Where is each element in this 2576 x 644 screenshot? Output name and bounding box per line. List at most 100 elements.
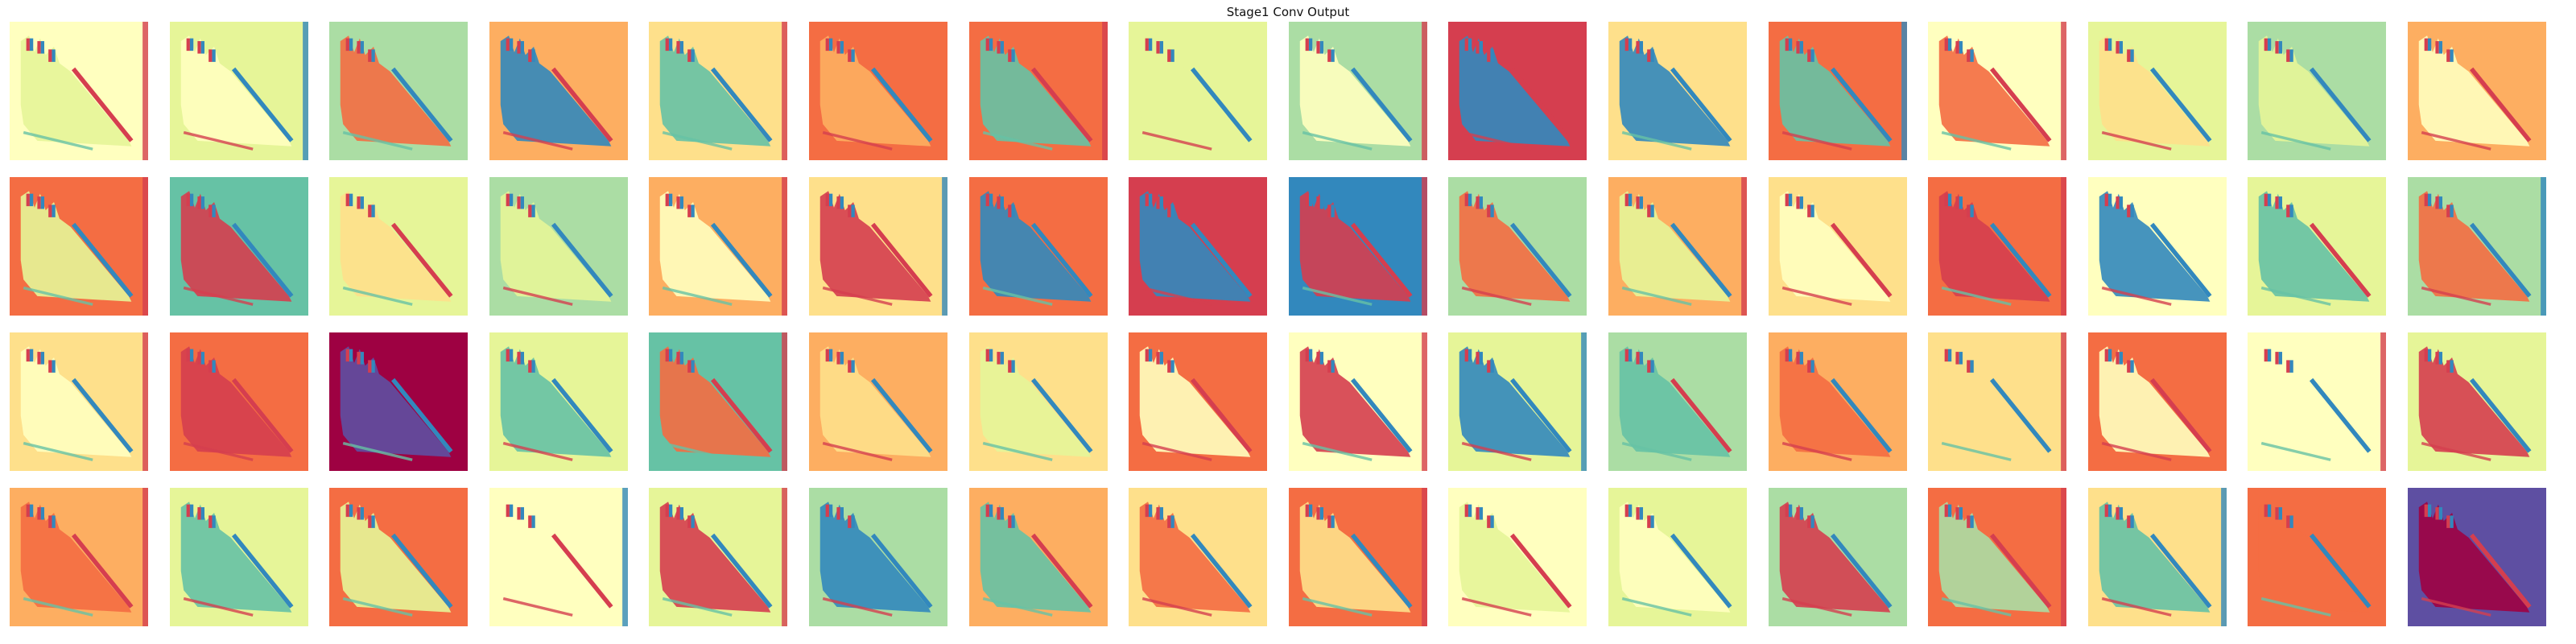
map-finger-mark [2286, 204, 2290, 217]
map-finger-mark [1970, 49, 1974, 62]
map-finger-mark [676, 352, 681, 365]
feature-map-tile [169, 488, 308, 626]
map-finger-mark [357, 41, 361, 54]
map-bottom-stroke [23, 441, 93, 461]
map-finger-mark [52, 49, 56, 62]
map-finger-mark [186, 504, 190, 518]
map-bottom-stroke [1781, 130, 1852, 151]
map-finger-mark [989, 349, 993, 362]
map-finger-mark [836, 507, 840, 520]
map-finger-mark [2279, 352, 2283, 365]
map-finger-mark [1967, 515, 1971, 528]
map-finger-mark [509, 504, 514, 518]
map-finger-mark [985, 504, 989, 518]
map-finger-mark [996, 352, 1001, 365]
map-finger-mark [345, 504, 350, 518]
map-edge-stroke [1830, 67, 1893, 142]
map-edge-stroke [1830, 533, 1893, 609]
map-object-region [1938, 346, 2050, 457]
map-edge-stroke [2149, 67, 2212, 142]
map-finger-mark [1948, 193, 1952, 207]
map-bottom-stroke [1302, 130, 1373, 151]
map-edge-stroke [1990, 533, 2052, 609]
map-bottom-stroke [1462, 130, 1532, 151]
map-finger-mark [208, 360, 213, 373]
map-finger-mark [2268, 38, 2272, 52]
map-object-region [1779, 191, 1890, 302]
feature-map-tile [1928, 22, 2067, 160]
map-border-strip [1421, 488, 1427, 626]
map-object-region [2099, 502, 2211, 613]
map-object-region [1779, 346, 1890, 457]
map-bottom-stroke [982, 441, 1053, 461]
map-bottom-stroke [2261, 286, 2331, 306]
map-finger-mark [1145, 349, 1150, 362]
map-border-strip [782, 332, 788, 471]
map-edge-stroke [1670, 378, 1732, 453]
map-finger-mark [2438, 507, 2442, 520]
map-finger-mark [2289, 360, 2294, 373]
map-finger-mark [1944, 504, 1949, 518]
map-finger-mark [517, 352, 521, 365]
map-border-strip [782, 488, 788, 626]
map-finger-mark [2130, 515, 2134, 528]
map-finger-mark [669, 38, 673, 52]
feature-map-tile [2087, 177, 2227, 316]
map-finger-mark [360, 352, 365, 365]
feature-map-tile [1928, 488, 2067, 626]
map-object-region [1779, 35, 1890, 147]
map-bottom-stroke [2421, 286, 2491, 306]
map-finger-mark [26, 349, 30, 362]
map-finger-mark [509, 349, 514, 362]
map-object-region [340, 502, 452, 613]
map-finger-mark [371, 360, 375, 373]
map-finger-mark [531, 515, 535, 528]
map-border-strip [2061, 488, 2067, 626]
map-finger-mark [52, 204, 56, 217]
map-finger-mark [1305, 504, 1309, 518]
map-bottom-stroke [822, 597, 893, 617]
map-finger-mark [836, 352, 840, 365]
map-bottom-stroke [1781, 597, 1852, 617]
map-finger-mark [1145, 38, 1150, 52]
map-finger-mark [1007, 204, 1012, 217]
map-edge-stroke [1350, 378, 1413, 453]
map-object-region [660, 346, 771, 457]
map-finger-mark [1487, 515, 1491, 528]
map-finger-mark [26, 38, 30, 52]
feature-map-tile [2408, 177, 2546, 316]
map-finger-mark [1959, 507, 1963, 520]
map-finger-mark [1149, 504, 1153, 518]
map-finger-mark [517, 41, 521, 54]
map-finger-mark [368, 204, 372, 217]
map-finger-mark [196, 352, 201, 365]
map-finger-mark [676, 507, 681, 520]
map-object-region [2259, 502, 2370, 613]
map-finger-mark [1959, 352, 1963, 365]
map-finger-mark [29, 349, 34, 362]
map-object-region [1619, 35, 1731, 147]
map-finger-mark [1628, 504, 1633, 518]
map-bottom-stroke [2101, 286, 2172, 306]
map-finger-mark [680, 352, 684, 365]
feature-map-tile [1608, 488, 1747, 626]
map-finger-mark [1490, 515, 1495, 528]
map-finger-mark [186, 193, 190, 207]
map-finger-mark [520, 196, 524, 209]
map-finger-mark [1465, 504, 1469, 518]
map-object-region [340, 35, 452, 147]
map-bottom-stroke [183, 597, 254, 617]
map-object-region [980, 191, 1091, 302]
map-finger-mark [840, 352, 844, 365]
map-finger-mark [208, 204, 213, 217]
map-finger-mark [2130, 360, 2134, 373]
map-finger-mark [2435, 196, 2439, 209]
map-finger-mark [1170, 49, 1174, 62]
map-object-region [660, 502, 771, 613]
map-finger-mark [1167, 204, 1171, 217]
map-bottom-stroke [183, 286, 254, 306]
map-edge-stroke [1510, 533, 1572, 609]
map-edge-stroke [1030, 533, 1093, 609]
feature-map-tile [968, 332, 1108, 471]
map-edge-stroke [1830, 222, 1893, 298]
